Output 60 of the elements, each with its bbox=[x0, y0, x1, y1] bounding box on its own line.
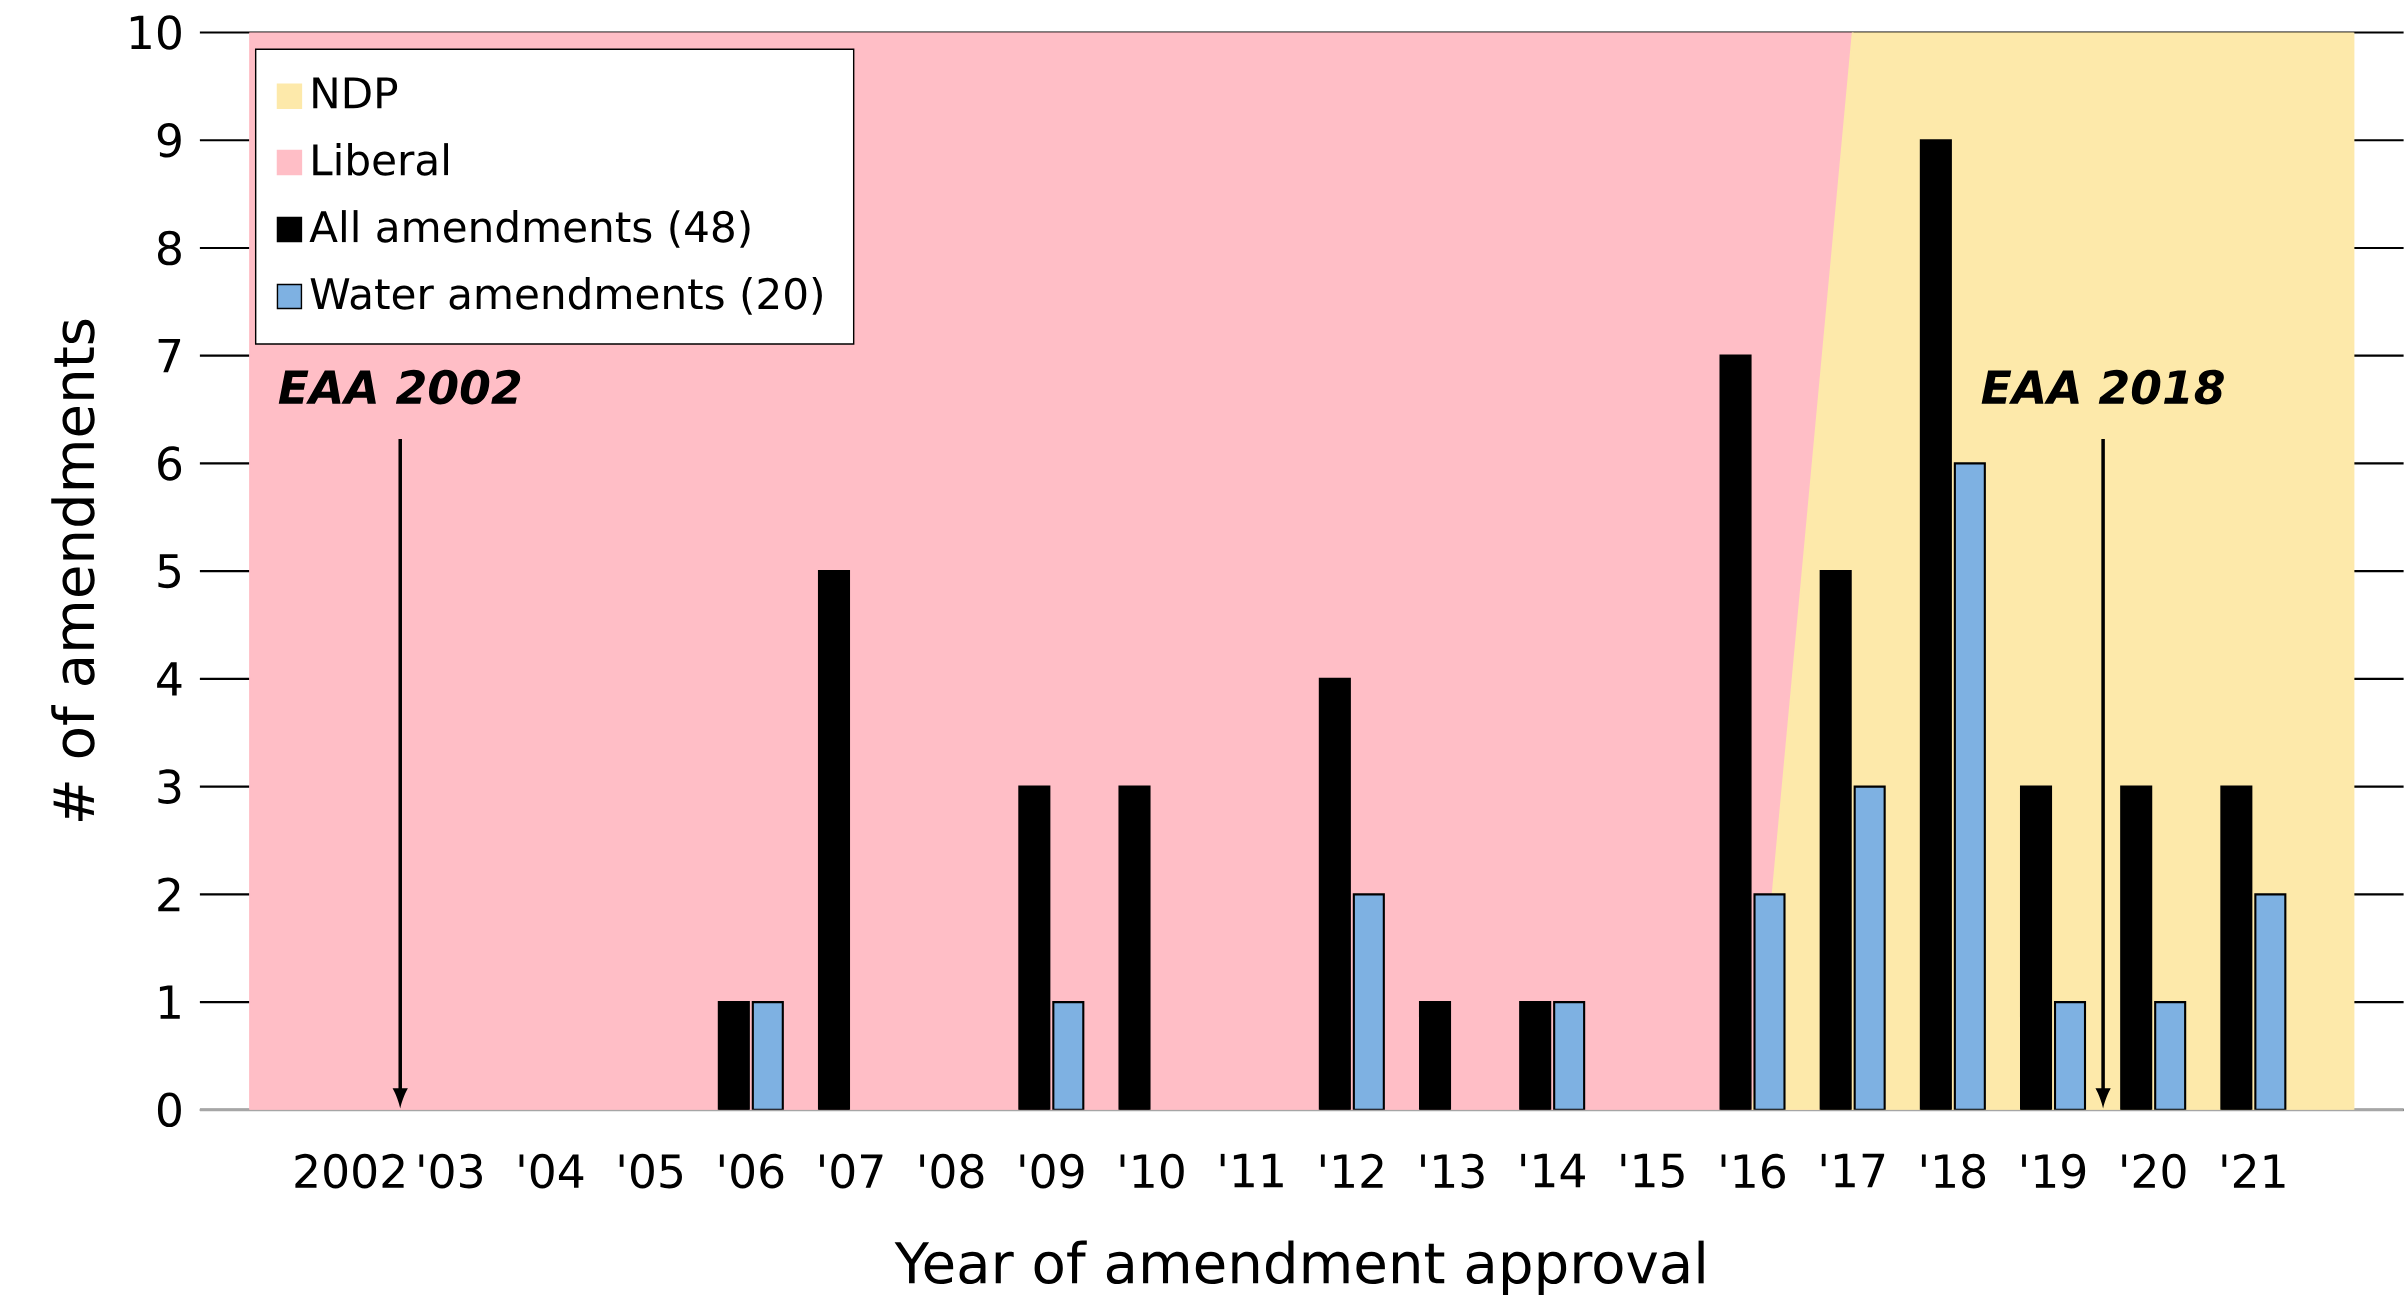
bar bbox=[1519, 1000, 1552, 1110]
y-tick-label: 1 bbox=[159, 985, 180, 1019]
bar bbox=[1018, 785, 1051, 1110]
x-tick-label: '18 bbox=[1921, 1153, 1986, 1189]
x-tick-label: '15 bbox=[1621, 1153, 1684, 1188]
bar bbox=[1853, 785, 1886, 1110]
bar bbox=[1953, 462, 1986, 1110]
x-tick-label: '04 bbox=[519, 1153, 584, 1189]
x-tick-label: '17 bbox=[1821, 1153, 1885, 1188]
bar bbox=[2120, 785, 2153, 1110]
x-tick-label: '03 bbox=[419, 1153, 482, 1189]
y-tick-label: 8 bbox=[158, 230, 181, 266]
y-tick-label: 10 bbox=[130, 15, 181, 50]
x-tick-label: '07 bbox=[820, 1153, 883, 1189]
y-axis-title: # of amendments bbox=[51, 319, 95, 821]
bar bbox=[817, 569, 851, 1110]
x-tick-label: '21 bbox=[2222, 1153, 2285, 1188]
bar bbox=[1553, 1000, 1586, 1110]
bar bbox=[2254, 893, 2287, 1110]
annotation: EAA 2018 bbox=[1981, 369, 2224, 405]
y-tick-label: 9 bbox=[157, 122, 181, 158]
x-tick-label: 2002 bbox=[295, 1153, 404, 1189]
bar bbox=[2053, 1000, 2087, 1110]
x-tick-label: '11 bbox=[1220, 1153, 1283, 1188]
bar bbox=[1352, 893, 1385, 1110]
x-tick-label: '10 bbox=[1120, 1153, 1184, 1189]
bar bbox=[717, 1000, 750, 1110]
x-tick-label: '09 bbox=[1020, 1153, 1084, 1189]
legend-label: NDP bbox=[313, 77, 398, 109]
bar bbox=[1819, 569, 1852, 1110]
annotation: EAA 2002 bbox=[278, 369, 521, 405]
y-tick-label: 5 bbox=[158, 554, 180, 589]
bar bbox=[1118, 785, 1151, 1110]
x-tick-label: '12 bbox=[1320, 1153, 1383, 1188]
x-tick-label: '14 bbox=[1521, 1153, 1585, 1188]
y-tick-label: 7 bbox=[158, 338, 181, 373]
x-tick-label: '06 bbox=[719, 1153, 784, 1189]
y-tick-label: 0 bbox=[157, 1092, 181, 1128]
bar bbox=[2154, 1000, 2187, 1110]
x-tick-label: '13 bbox=[1421, 1153, 1484, 1189]
legend-label: All amendments (48) bbox=[309, 209, 750, 248]
x-tick-label: '19 bbox=[2022, 1153, 2086, 1189]
bar bbox=[2019, 785, 2053, 1110]
bar bbox=[1052, 1000, 1085, 1110]
bar bbox=[1318, 677, 1351, 1110]
x-tick-label: '05 bbox=[619, 1153, 682, 1189]
y-tick-label: 6 bbox=[158, 446, 182, 481]
x-axis-title: Year of amendment approval bbox=[894, 1240, 1704, 1295]
y-tick-label: 2 bbox=[158, 877, 180, 912]
bar bbox=[1919, 139, 1952, 1110]
bar bbox=[2220, 785, 2253, 1110]
x-tick-label: '20 bbox=[2122, 1153, 2186, 1189]
legend-label: Water amendments (20) bbox=[310, 276, 822, 315]
y-tick-label: 3 bbox=[158, 769, 181, 804]
y-tick-label: 4 bbox=[157, 662, 182, 696]
x-tick-label: '08 bbox=[920, 1153, 984, 1189]
bar bbox=[1418, 1000, 1452, 1110]
legend-label: Liberal bbox=[313, 143, 448, 176]
x-tick-label: '16 bbox=[1721, 1153, 1785, 1189]
bar bbox=[751, 1000, 784, 1110]
